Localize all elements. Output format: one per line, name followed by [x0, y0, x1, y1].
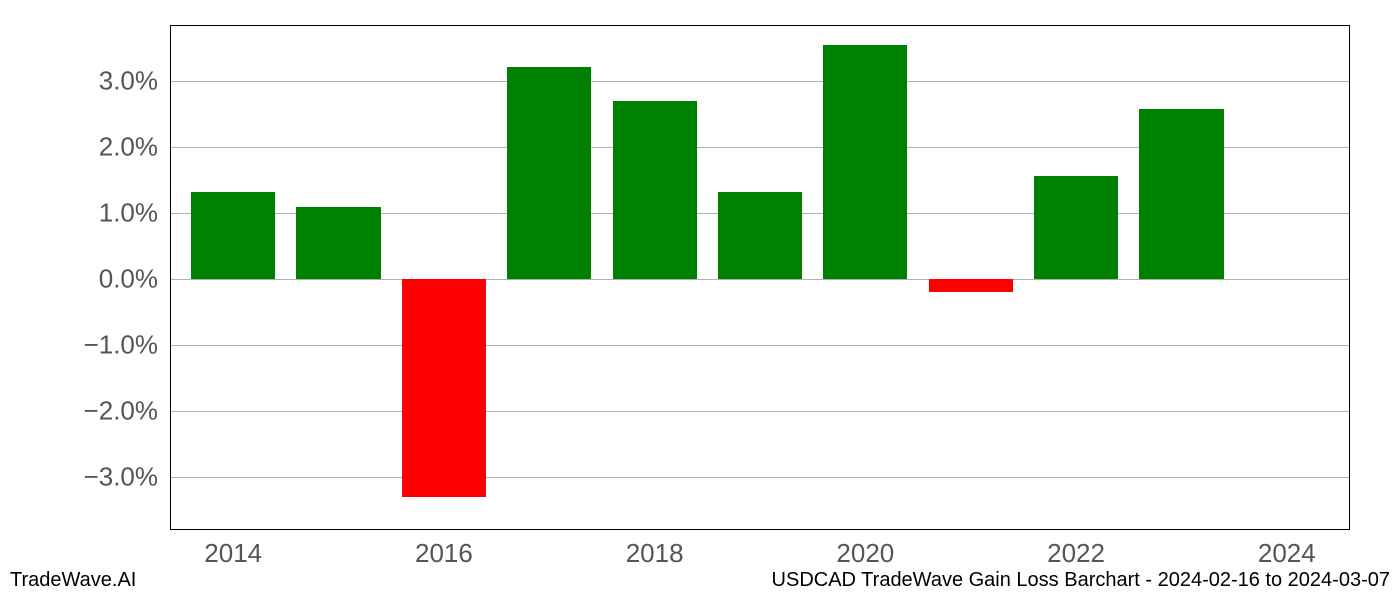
gridline	[170, 279, 1350, 280]
y-tick-label: −2.0%	[84, 396, 158, 427]
bar	[507, 67, 591, 280]
x-tick-label: 2014	[204, 538, 262, 569]
gridline	[170, 345, 1350, 346]
bar	[1139, 109, 1223, 279]
axis-spine	[170, 25, 1350, 26]
axis-spine	[170, 529, 1350, 530]
bar	[823, 45, 907, 279]
x-tick-label: 2022	[1047, 538, 1105, 569]
plot-area: −3.0%−2.0%−1.0%0.0%1.0%2.0%3.0%201420162…	[170, 25, 1350, 530]
footer-right: USDCAD TradeWave Gain Loss Barchart - 20…	[772, 569, 1390, 592]
y-tick-label: −3.0%	[84, 462, 158, 493]
y-tick-label: 2.0%	[99, 132, 158, 163]
y-tick-label: 3.0%	[99, 66, 158, 97]
axis-spine	[170, 25, 171, 530]
gridline	[170, 81, 1350, 82]
gridline	[170, 411, 1350, 412]
bar	[613, 101, 697, 279]
bar	[402, 279, 486, 497]
bar	[929, 279, 1013, 292]
x-tick-label: 2024	[1258, 538, 1316, 569]
bar	[296, 207, 380, 280]
bar	[1034, 176, 1118, 280]
footer-left: TradeWave.AI	[10, 569, 136, 592]
y-tick-label: 1.0%	[99, 198, 158, 229]
bar	[718, 192, 802, 279]
x-tick-label: 2020	[836, 538, 894, 569]
y-tick-label: 0.0%	[99, 264, 158, 295]
bar	[191, 192, 275, 279]
axis-spine	[1349, 25, 1350, 530]
y-tick-label: −1.0%	[84, 330, 158, 361]
chart-container: −3.0% −2.0% −1.0% 0.0% 1.0% 2.0% 3.0% 2014 2016 2…	[0, 0, 1400, 600]
gridline	[170, 477, 1350, 478]
x-tick-label: 2016	[415, 538, 473, 569]
x-tick-label: 2018	[626, 538, 684, 569]
